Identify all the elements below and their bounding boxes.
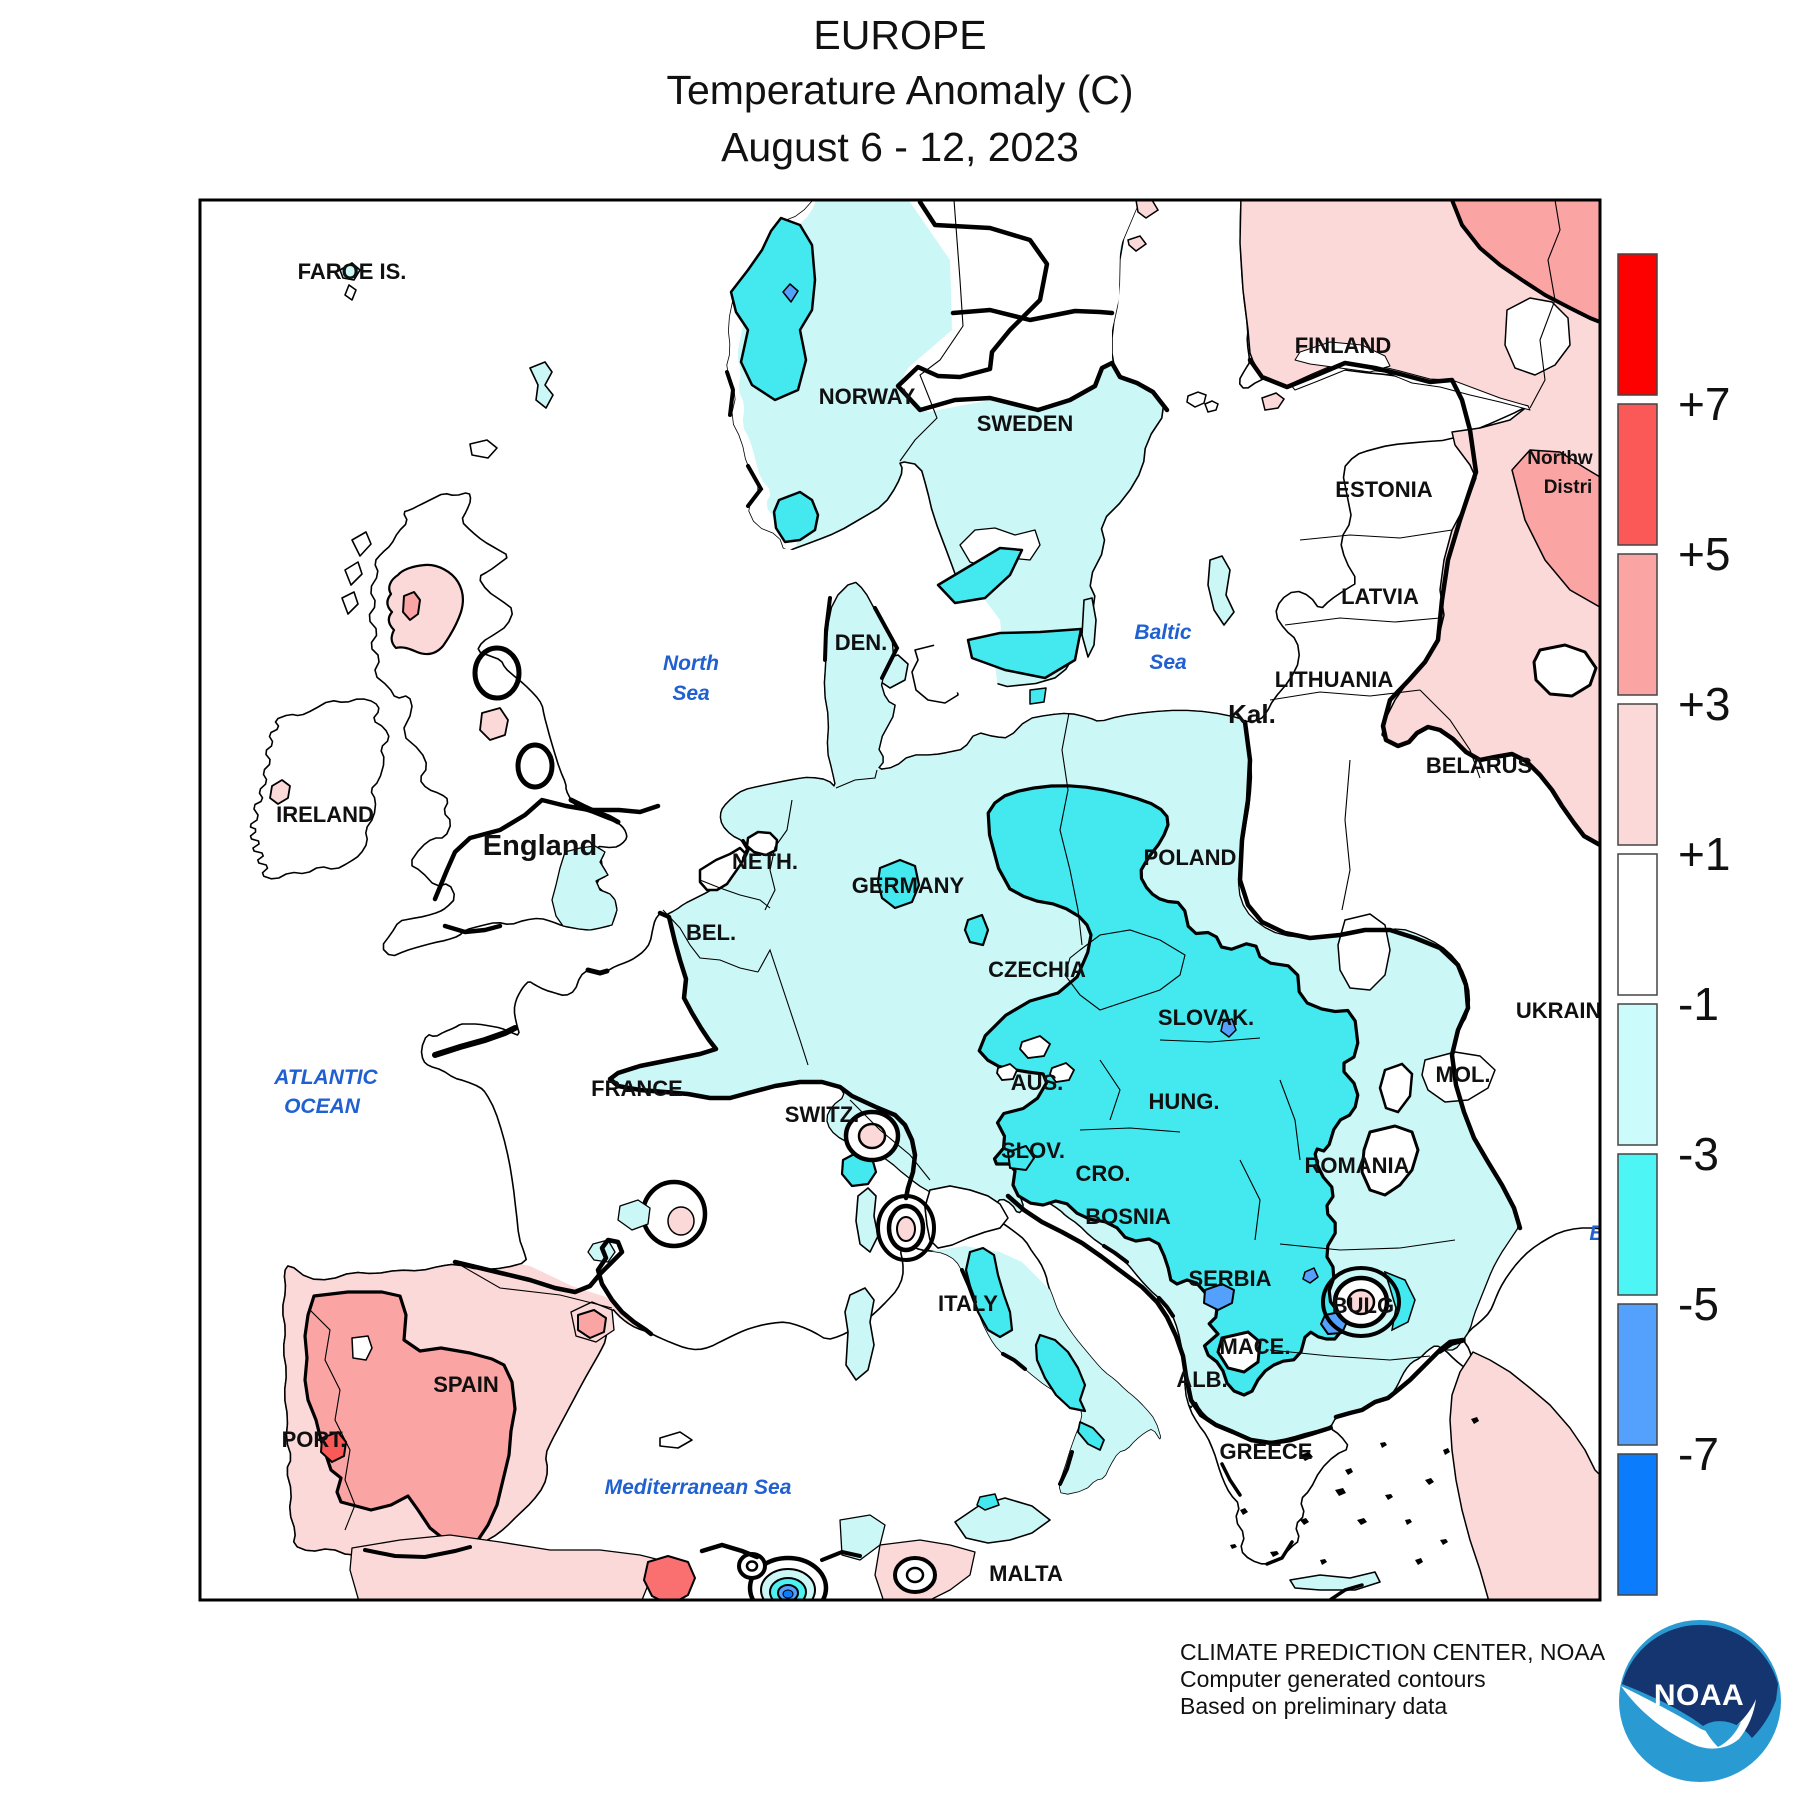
svg-text:PORT.: PORT. — [282, 1427, 347, 1452]
svg-text:-3: -3 — [1678, 1128, 1719, 1180]
svg-text:Temperature Anomaly (C): Temperature Anomaly (C) — [666, 67, 1133, 113]
svg-text:Sea: Sea — [672, 682, 710, 705]
svg-text:Sea: Sea — [1149, 651, 1187, 674]
svg-text:+5: +5 — [1678, 528, 1730, 580]
svg-text:+7: +7 — [1678, 378, 1730, 430]
svg-text:POLAND: POLAND — [1144, 845, 1237, 870]
svg-text:NETH.: NETH. — [732, 849, 798, 874]
svg-text:AUS.: AUS. — [1011, 1070, 1064, 1095]
svg-text:Mediterranean Sea: Mediterranean Sea — [605, 1476, 792, 1499]
svg-text:SWITZ.: SWITZ. — [785, 1102, 860, 1127]
svg-text:SWEDEN: SWEDEN — [977, 411, 1074, 436]
svg-text:IRELAND: IRELAND — [276, 802, 374, 827]
svg-text:FAROE IS.: FAROE IS. — [298, 259, 407, 284]
svg-text:UKRAINE: UKRAINE — [1516, 998, 1616, 1023]
svg-text:LITHUANIA: LITHUANIA — [1275, 667, 1394, 692]
svg-text:Kal.: Kal. — [1228, 699, 1276, 729]
svg-text:BEL.: BEL. — [686, 920, 736, 945]
svg-text:Computer generated contours: Computer generated contours — [1180, 1666, 1486, 1692]
svg-text:Based on preliminary data: Based on preliminary data — [1180, 1693, 1447, 1719]
svg-text:DEN.: DEN. — [835, 630, 888, 655]
svg-text:SLOV.: SLOV. — [1001, 1138, 1065, 1163]
svg-text:FINLAND: FINLAND — [1295, 333, 1392, 358]
svg-text:CLIMATE PREDICTION CENTER, NOA: CLIMATE PREDICTION CENTER, NOAA — [1180, 1639, 1606, 1665]
svg-text:SPAIN: SPAIN — [433, 1372, 499, 1397]
svg-text:Northw: Northw — [1527, 448, 1593, 469]
svg-text:Distri: Distri — [1544, 477, 1593, 498]
svg-text:MOL.: MOL. — [1436, 1062, 1491, 1087]
svg-text:HUNG.: HUNG. — [1149, 1089, 1220, 1114]
svg-text:North: North — [663, 652, 719, 675]
svg-text:+1: +1 — [1678, 828, 1730, 880]
svg-text:ITALY: ITALY — [938, 1291, 998, 1316]
svg-text:Baltic: Baltic — [1134, 621, 1192, 644]
svg-text:NORWAY: NORWAY — [819, 384, 916, 409]
svg-text:ALB.: ALB. — [1176, 1367, 1227, 1392]
svg-text:August 6 - 12, 2023: August 6 - 12, 2023 — [721, 124, 1079, 170]
svg-text:SERBIA: SERBIA — [1188, 1266, 1271, 1291]
svg-text:BELARUS: BELARUS — [1426, 753, 1532, 778]
svg-text:-7: -7 — [1678, 1428, 1719, 1480]
svg-text:ATLANTIC: ATLANTIC — [273, 1066, 378, 1089]
svg-text:+3: +3 — [1678, 678, 1730, 730]
svg-text:OCEAN: OCEAN — [284, 1095, 361, 1118]
svg-text:CZECHIA: CZECHIA — [988, 957, 1086, 982]
svg-text:MACE.: MACE. — [1220, 1334, 1291, 1359]
svg-text:MALTA: MALTA — [989, 1561, 1063, 1586]
svg-text:LATVIA: LATVIA — [1341, 584, 1419, 609]
svg-text:England: England — [483, 830, 597, 862]
svg-text:BOSNIA: BOSNIA — [1085, 1204, 1171, 1229]
svg-text:GERMANY: GERMANY — [852, 873, 965, 898]
svg-text:NOAA: NOAA — [1654, 1679, 1744, 1712]
svg-text:CRO.: CRO. — [1076, 1161, 1131, 1186]
svg-text:SLOVAK.: SLOVAK. — [1158, 1005, 1254, 1030]
svg-text:BULG.: BULG. — [1332, 1293, 1400, 1318]
svg-text:ROMANIA: ROMANIA — [1304, 1153, 1409, 1178]
svg-text:-1: -1 — [1678, 978, 1719, 1030]
svg-text:B: B — [1589, 1222, 1604, 1245]
svg-text:FRANCE: FRANCE — [591, 1076, 683, 1101]
svg-text:EUROPE: EUROPE — [813, 12, 986, 58]
svg-text:ESTONIA: ESTONIA — [1335, 477, 1433, 502]
svg-text:GREECE: GREECE — [1220, 1439, 1313, 1464]
svg-text:-5: -5 — [1678, 1278, 1719, 1330]
